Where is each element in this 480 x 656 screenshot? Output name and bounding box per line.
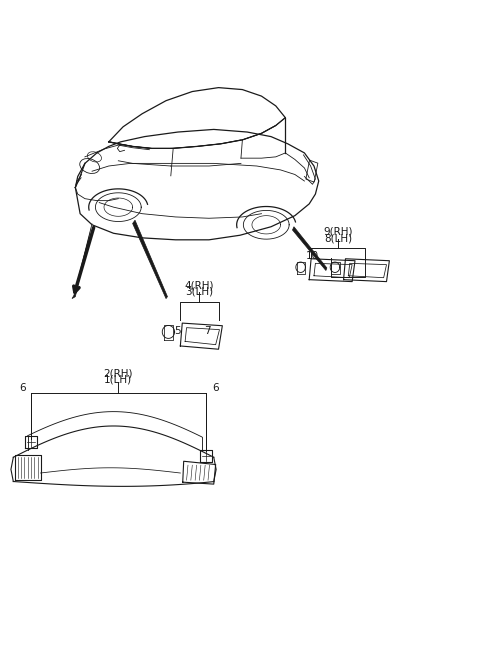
- Text: 3(LH): 3(LH): [185, 287, 214, 297]
- Text: 1(LH): 1(LH): [104, 375, 132, 385]
- Text: 2(RH): 2(RH): [104, 368, 133, 379]
- Polygon shape: [72, 224, 92, 298]
- Bar: [306, 160, 318, 182]
- Text: 4(RH): 4(RH): [185, 280, 214, 290]
- Text: 7: 7: [204, 326, 211, 337]
- Text: 9(RH): 9(RH): [323, 226, 353, 237]
- Text: 6: 6: [212, 383, 218, 393]
- Text: 5: 5: [174, 326, 180, 337]
- Text: 8(LH): 8(LH): [324, 233, 352, 243]
- Text: 6: 6: [20, 383, 26, 393]
- Polygon shape: [132, 220, 168, 298]
- Text: 10: 10: [306, 251, 319, 261]
- Polygon shape: [292, 227, 327, 270]
